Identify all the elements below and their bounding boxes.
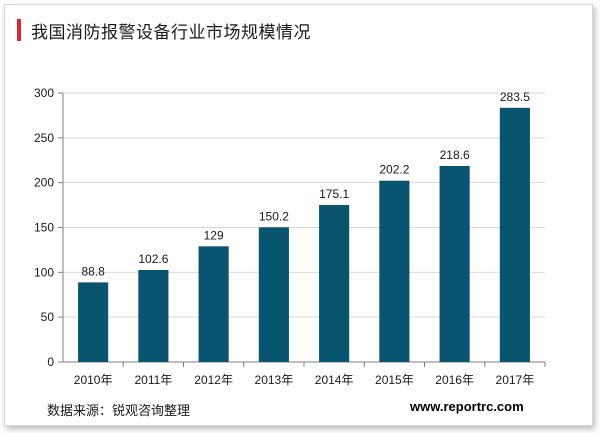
bar <box>258 227 289 362</box>
data-label: 218.6 <box>440 148 470 162</box>
y-tick-label: 50 <box>41 310 55 324</box>
data-label: 175.1 <box>319 187 349 201</box>
bar <box>379 180 410 362</box>
bar <box>439 165 470 362</box>
y-tick-label: 0 <box>47 355 54 369</box>
data-label: 88.8 <box>81 264 105 278</box>
x-tick-label: 2016年 <box>435 373 474 387</box>
bar <box>319 204 350 362</box>
title-accent-bar <box>17 19 21 41</box>
x-tick-label: 2014年 <box>315 373 354 387</box>
data-source-note: 数据来源：锐观咨询整理 <box>47 404 191 419</box>
y-tick-label: 250 <box>34 131 54 145</box>
data-label: 283.5 <box>500 90 530 104</box>
data-label: 150.2 <box>259 209 289 223</box>
y-tick-label: 200 <box>34 176 54 190</box>
data-label: 129 <box>204 228 224 242</box>
data-label: 202.2 <box>379 163 409 177</box>
page-title: 我国消防报警设备行业市场规模情况 <box>31 23 311 43</box>
bar <box>78 282 109 362</box>
data-label: 102.6 <box>138 252 168 266</box>
x-tick-label: 2011年 <box>134 373 172 387</box>
bar <box>499 107 530 362</box>
x-tick-label: 2012年 <box>194 373 233 387</box>
x-tick-label: 2013年 <box>255 373 294 387</box>
y-tick-label: 300 <box>34 86 54 100</box>
bar <box>198 246 229 362</box>
bar <box>138 270 169 362</box>
y-tick-label: 150 <box>34 221 54 235</box>
y-tick-label: 100 <box>34 265 54 279</box>
x-tick-label: 2017年 <box>496 373 535 387</box>
website-link[interactable]: www.reportrc.com <box>410 399 524 414</box>
x-tick-label: 2010年 <box>74 373 113 387</box>
x-tick-label: 2015年 <box>375 373 414 387</box>
